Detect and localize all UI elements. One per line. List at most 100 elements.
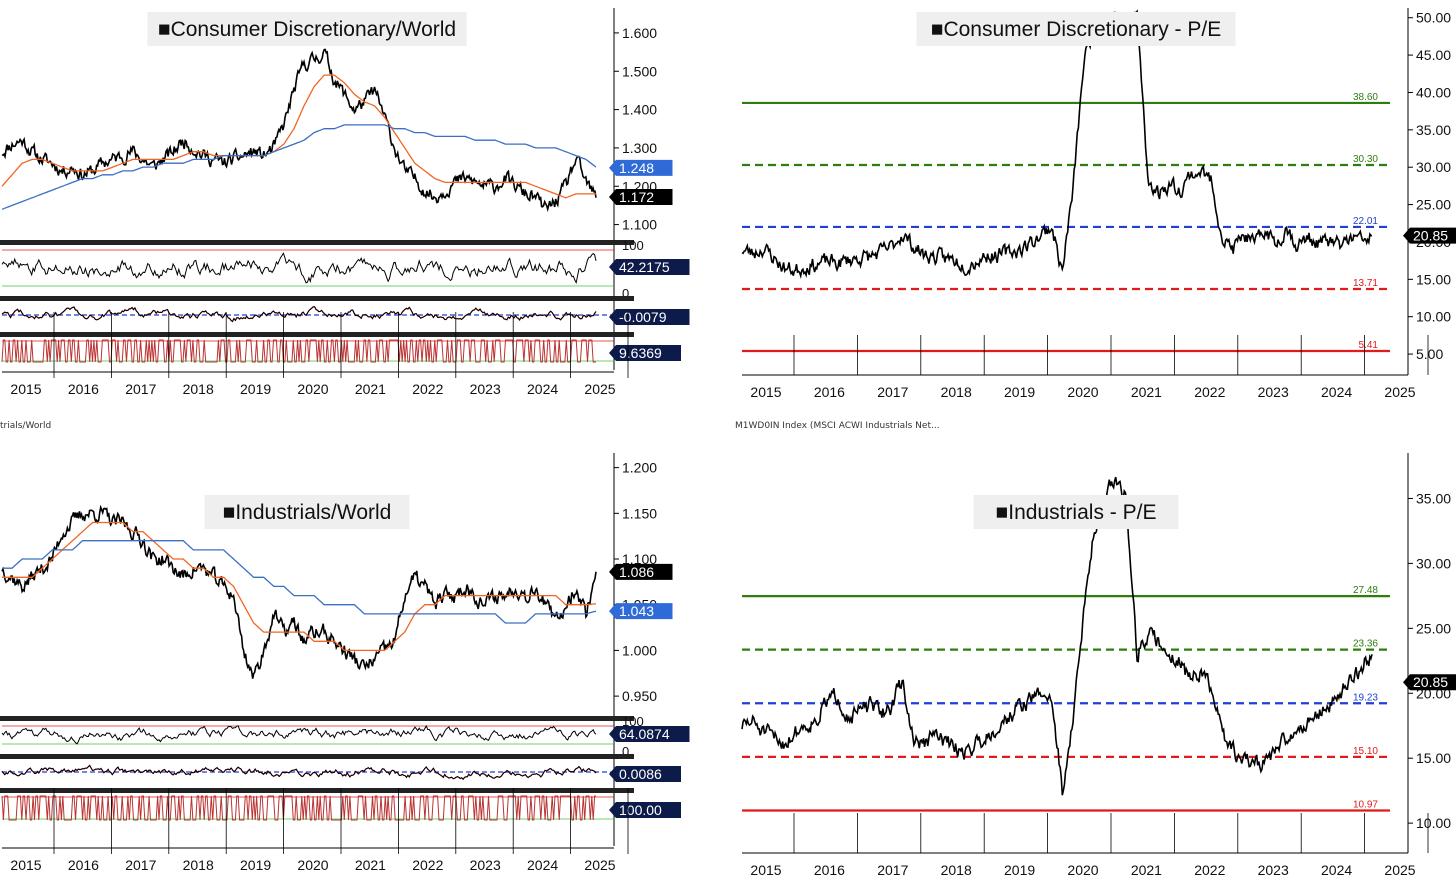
indicator-badge-rsi-shape <box>609 726 690 742</box>
x-tick-label: 2021 <box>1131 384 1162 400</box>
caption-left: trials/World <box>0 421 52 431</box>
value-badge-0-shape <box>609 159 673 176</box>
x-tick-label: 2017 <box>125 857 156 873</box>
y-tick-label: 25.00 <box>1416 620 1451 636</box>
x-tick-label: 2022 <box>412 857 443 873</box>
rsi-tick-0: 0 <box>622 744 629 759</box>
chart-title: ■Consumer Discretionary - P/E <box>931 18 1221 41</box>
x-tick-label: 2025 <box>584 857 615 873</box>
chart-industrials-world: 1.2001.1501.1001.0501.0000.9501.0861.043… <box>0 453 690 873</box>
chart-consumer-discretionary-world: 1.6001.5001.4001.3001.2001.1001.2481.172… <box>0 8 690 397</box>
y-tick-label: 5.00 <box>1416 346 1443 362</box>
indicator-badge-stoch-shape <box>609 802 681 818</box>
value-badge-1-shape <box>609 603 673 620</box>
x-tick-label: 2016 <box>814 384 845 400</box>
chart-title-background <box>204 495 410 529</box>
x-tick-label: 2025 <box>1384 384 1415 400</box>
indicator-macd <box>1 764 597 780</box>
x-tick-label: 2022 <box>1194 384 1225 400</box>
value-badge-0: 1.248 <box>619 160 654 176</box>
series-price <box>1 48 597 213</box>
y-tick-label: 25.00 <box>1416 197 1451 213</box>
rsi-tick-100: 100 <box>622 714 644 729</box>
indicator-badge-macd: 0.0086 <box>619 766 662 782</box>
y-tick-label: 1.500 <box>622 63 657 79</box>
x-tick-label: 2024 <box>527 857 558 873</box>
value-badge-0-shape <box>609 563 673 580</box>
indicator-badge-macd-shape <box>609 766 681 782</box>
indicator-badge-macd-shape <box>609 309 690 325</box>
reference-line-label: 15.10 <box>1353 746 1378 757</box>
y-tick-label: 10.00 <box>1416 309 1451 325</box>
x-tick-label: 2015 <box>750 384 781 400</box>
chart-title-background <box>916 12 1236 46</box>
chart-title: ■Industrials - P/E <box>996 501 1157 524</box>
x-tick-label: 2023 <box>470 381 501 397</box>
y-tick-label: 1.400 <box>622 102 657 118</box>
x-tick-label: 2022 <box>1194 862 1225 878</box>
x-tick-label: 2020 <box>1067 384 1098 400</box>
x-tick-label: 2015 <box>10 381 41 397</box>
value-badge-0-shape <box>1403 674 1456 691</box>
x-tick-label: 2016 <box>68 381 99 397</box>
indicator-stoch <box>1 339 596 363</box>
x-tick-label: 2023 <box>1258 862 1289 878</box>
x-tick-label: 2024 <box>1321 862 1352 878</box>
value-badge-0: 20.85 <box>1413 674 1448 690</box>
caption-right: M1WD0IN Index (MSCI ACWI Industrials Net… <box>735 421 940 431</box>
indicator-badge-stoch: 100.00 <box>619 802 662 818</box>
x-tick-label: 2023 <box>1258 384 1289 400</box>
reference-line-label: 23.36 <box>1353 639 1378 650</box>
chart-consumer-discretionary-pe: 50.0045.0040.0035.0030.0025.0020.0015.00… <box>741 8 1456 400</box>
x-tick-label: 2019 <box>1004 862 1035 878</box>
value-badge-0: 20.85 <box>1413 228 1448 244</box>
x-tick-label: 2019 <box>240 381 271 397</box>
panel-consumer-discretionary-world: 1.600 1.500 1.400 1.300 1.200 1.100 1.248 1.172… <box>0 0 728 410</box>
reference-line-label: 22.01 <box>1353 216 1378 227</box>
x-tick-label: 2023 <box>470 857 501 873</box>
reference-line-label: 27.48 <box>1353 585 1378 596</box>
indicator-badge-rsi: 42.2175 <box>619 259 670 275</box>
x-tick-label: 2017 <box>877 384 908 400</box>
y-tick-label: 15.00 <box>1416 750 1451 766</box>
x-tick-label: 2018 <box>941 862 972 878</box>
pane-separator <box>0 788 634 793</box>
value-badge-1: 1.043 <box>619 603 654 619</box>
x-tick-label: 2021 <box>355 381 386 397</box>
series-ma_short <box>2 521 597 652</box>
y-tick-label: 0.950 <box>622 688 657 704</box>
indicator-rsi <box>1 725 597 745</box>
x-tick-label: 2018 <box>941 384 972 400</box>
indicator-badge-stoch-shape <box>609 345 681 361</box>
y-tick-label: 50.00 <box>1416 10 1451 26</box>
indicator-macd <box>1 306 597 323</box>
series-price <box>1 504 597 679</box>
indicator-badge-stoch: 9.6369 <box>619 345 662 361</box>
x-tick-label: 2022 <box>412 381 443 397</box>
x-tick-label: 2025 <box>1384 862 1415 878</box>
reference-line-label: 19.23 <box>1353 692 1378 703</box>
reference-line-label: 5.41 <box>1359 340 1379 351</box>
y-tick-label: 1.300 <box>622 140 657 156</box>
y-tick-label: 40.00 <box>1416 84 1451 100</box>
x-tick-label: 2018 <box>183 857 214 873</box>
panel-industrials-world: 1.2001.1501.1001.0501.0000.9501.0861.043… <box>0 445 728 886</box>
indicator-stoch <box>1 795 596 821</box>
y-tick-label: 45.00 <box>1416 47 1451 63</box>
chart-title: ■Consumer Discretionary/World <box>158 18 456 41</box>
x-tick-label: 2015 <box>10 857 41 873</box>
indicator-badge-rsi: 64.0874 <box>619 726 670 742</box>
y-tick-label: 1.100 <box>622 217 657 233</box>
x-tick-label: 2018 <box>183 381 214 397</box>
chart-title-background <box>147 12 467 46</box>
pane-separator <box>0 240 634 245</box>
x-tick-label: 2019 <box>240 857 271 873</box>
x-tick-label: 2017 <box>877 862 908 878</box>
series-ma_long <box>2 540 597 624</box>
pane-separator <box>0 296 634 301</box>
y-tick-label: 10.00 <box>1416 815 1451 831</box>
chart-title: ■Industrials/World <box>223 501 392 524</box>
x-tick-label: 2025 <box>584 381 615 397</box>
indicator-badge-macd: -0.0079 <box>619 309 667 325</box>
series-price <box>741 476 1373 796</box>
